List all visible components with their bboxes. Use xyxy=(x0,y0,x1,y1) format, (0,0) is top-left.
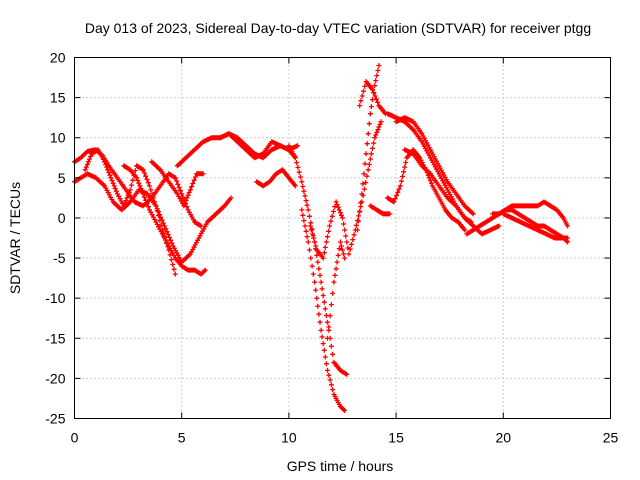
series-arc-21 xyxy=(490,199,571,229)
series-markers xyxy=(325,239,348,341)
series-markers xyxy=(149,159,206,209)
x-tick-label: 5 xyxy=(178,430,186,446)
series-markers xyxy=(490,199,571,229)
series-arc-3 xyxy=(82,147,178,277)
series-arc-22 xyxy=(500,211,571,245)
series-markers xyxy=(367,203,393,217)
y-tick-label: 5 xyxy=(58,170,66,186)
series-arc-8 xyxy=(254,167,298,189)
series-markers xyxy=(385,147,468,233)
series-arc-17 xyxy=(385,111,474,225)
series-arc-10 xyxy=(299,207,348,413)
x-axis-label: GPS time / hours xyxy=(287,458,394,474)
y-tick-label: 20 xyxy=(50,50,66,66)
series-arc-18 xyxy=(393,115,476,217)
y-tick-label: 10 xyxy=(50,130,66,146)
axis-ticks: 0 5 10 15 20 25 -25 -20 -15 -10 -5 0 5 10 15 20 xyxy=(45,50,618,446)
series-arc-14 xyxy=(357,79,388,117)
series-arc-5 xyxy=(149,159,206,209)
series-markers xyxy=(299,207,348,413)
grid xyxy=(74,57,611,419)
series-markers xyxy=(500,211,571,245)
x-tick-label: 15 xyxy=(388,430,404,446)
series-arc-4 xyxy=(121,163,208,277)
series-arc-9 xyxy=(286,143,350,377)
series-arc-16 xyxy=(385,147,468,233)
y-tick-label: 15 xyxy=(50,90,66,106)
y-tick-label: -5 xyxy=(53,250,66,266)
x-tick-label: 20 xyxy=(496,430,512,446)
series-markers xyxy=(393,115,476,217)
series-arc-6 xyxy=(174,131,298,169)
x-tick-label: 25 xyxy=(603,430,619,446)
series-arc-15 xyxy=(367,203,393,217)
series-arc-12 xyxy=(325,239,348,341)
y-tick-label: -10 xyxy=(45,290,65,306)
series-arc-11 xyxy=(307,119,384,261)
y-tick-label: -20 xyxy=(45,370,65,386)
y-tick-label: -15 xyxy=(45,330,65,346)
series-markers xyxy=(82,147,178,277)
series-arc-13 xyxy=(355,63,382,233)
series-markers xyxy=(286,143,350,377)
x-tick-label: 10 xyxy=(281,430,297,446)
series-markers xyxy=(402,147,502,237)
y-tick-label: -25 xyxy=(45,411,65,427)
x-tick-label: 0 xyxy=(71,430,79,446)
series-markers xyxy=(307,119,384,261)
series-markers xyxy=(355,63,382,233)
series-markers xyxy=(174,131,298,169)
y-tick-label: 0 xyxy=(58,210,66,226)
series-markers xyxy=(385,111,474,225)
series-arc-19 xyxy=(402,147,502,237)
series-markers xyxy=(121,163,208,277)
chart-title: Day 013 of 2023, Sidereal Day-to-day VTE… xyxy=(85,20,591,36)
plot-frame xyxy=(74,57,611,419)
series-markers xyxy=(254,167,298,189)
data-points xyxy=(72,63,571,413)
y-axis-label: SDTVAR / TECUs xyxy=(7,182,23,294)
series-markers xyxy=(357,79,388,117)
